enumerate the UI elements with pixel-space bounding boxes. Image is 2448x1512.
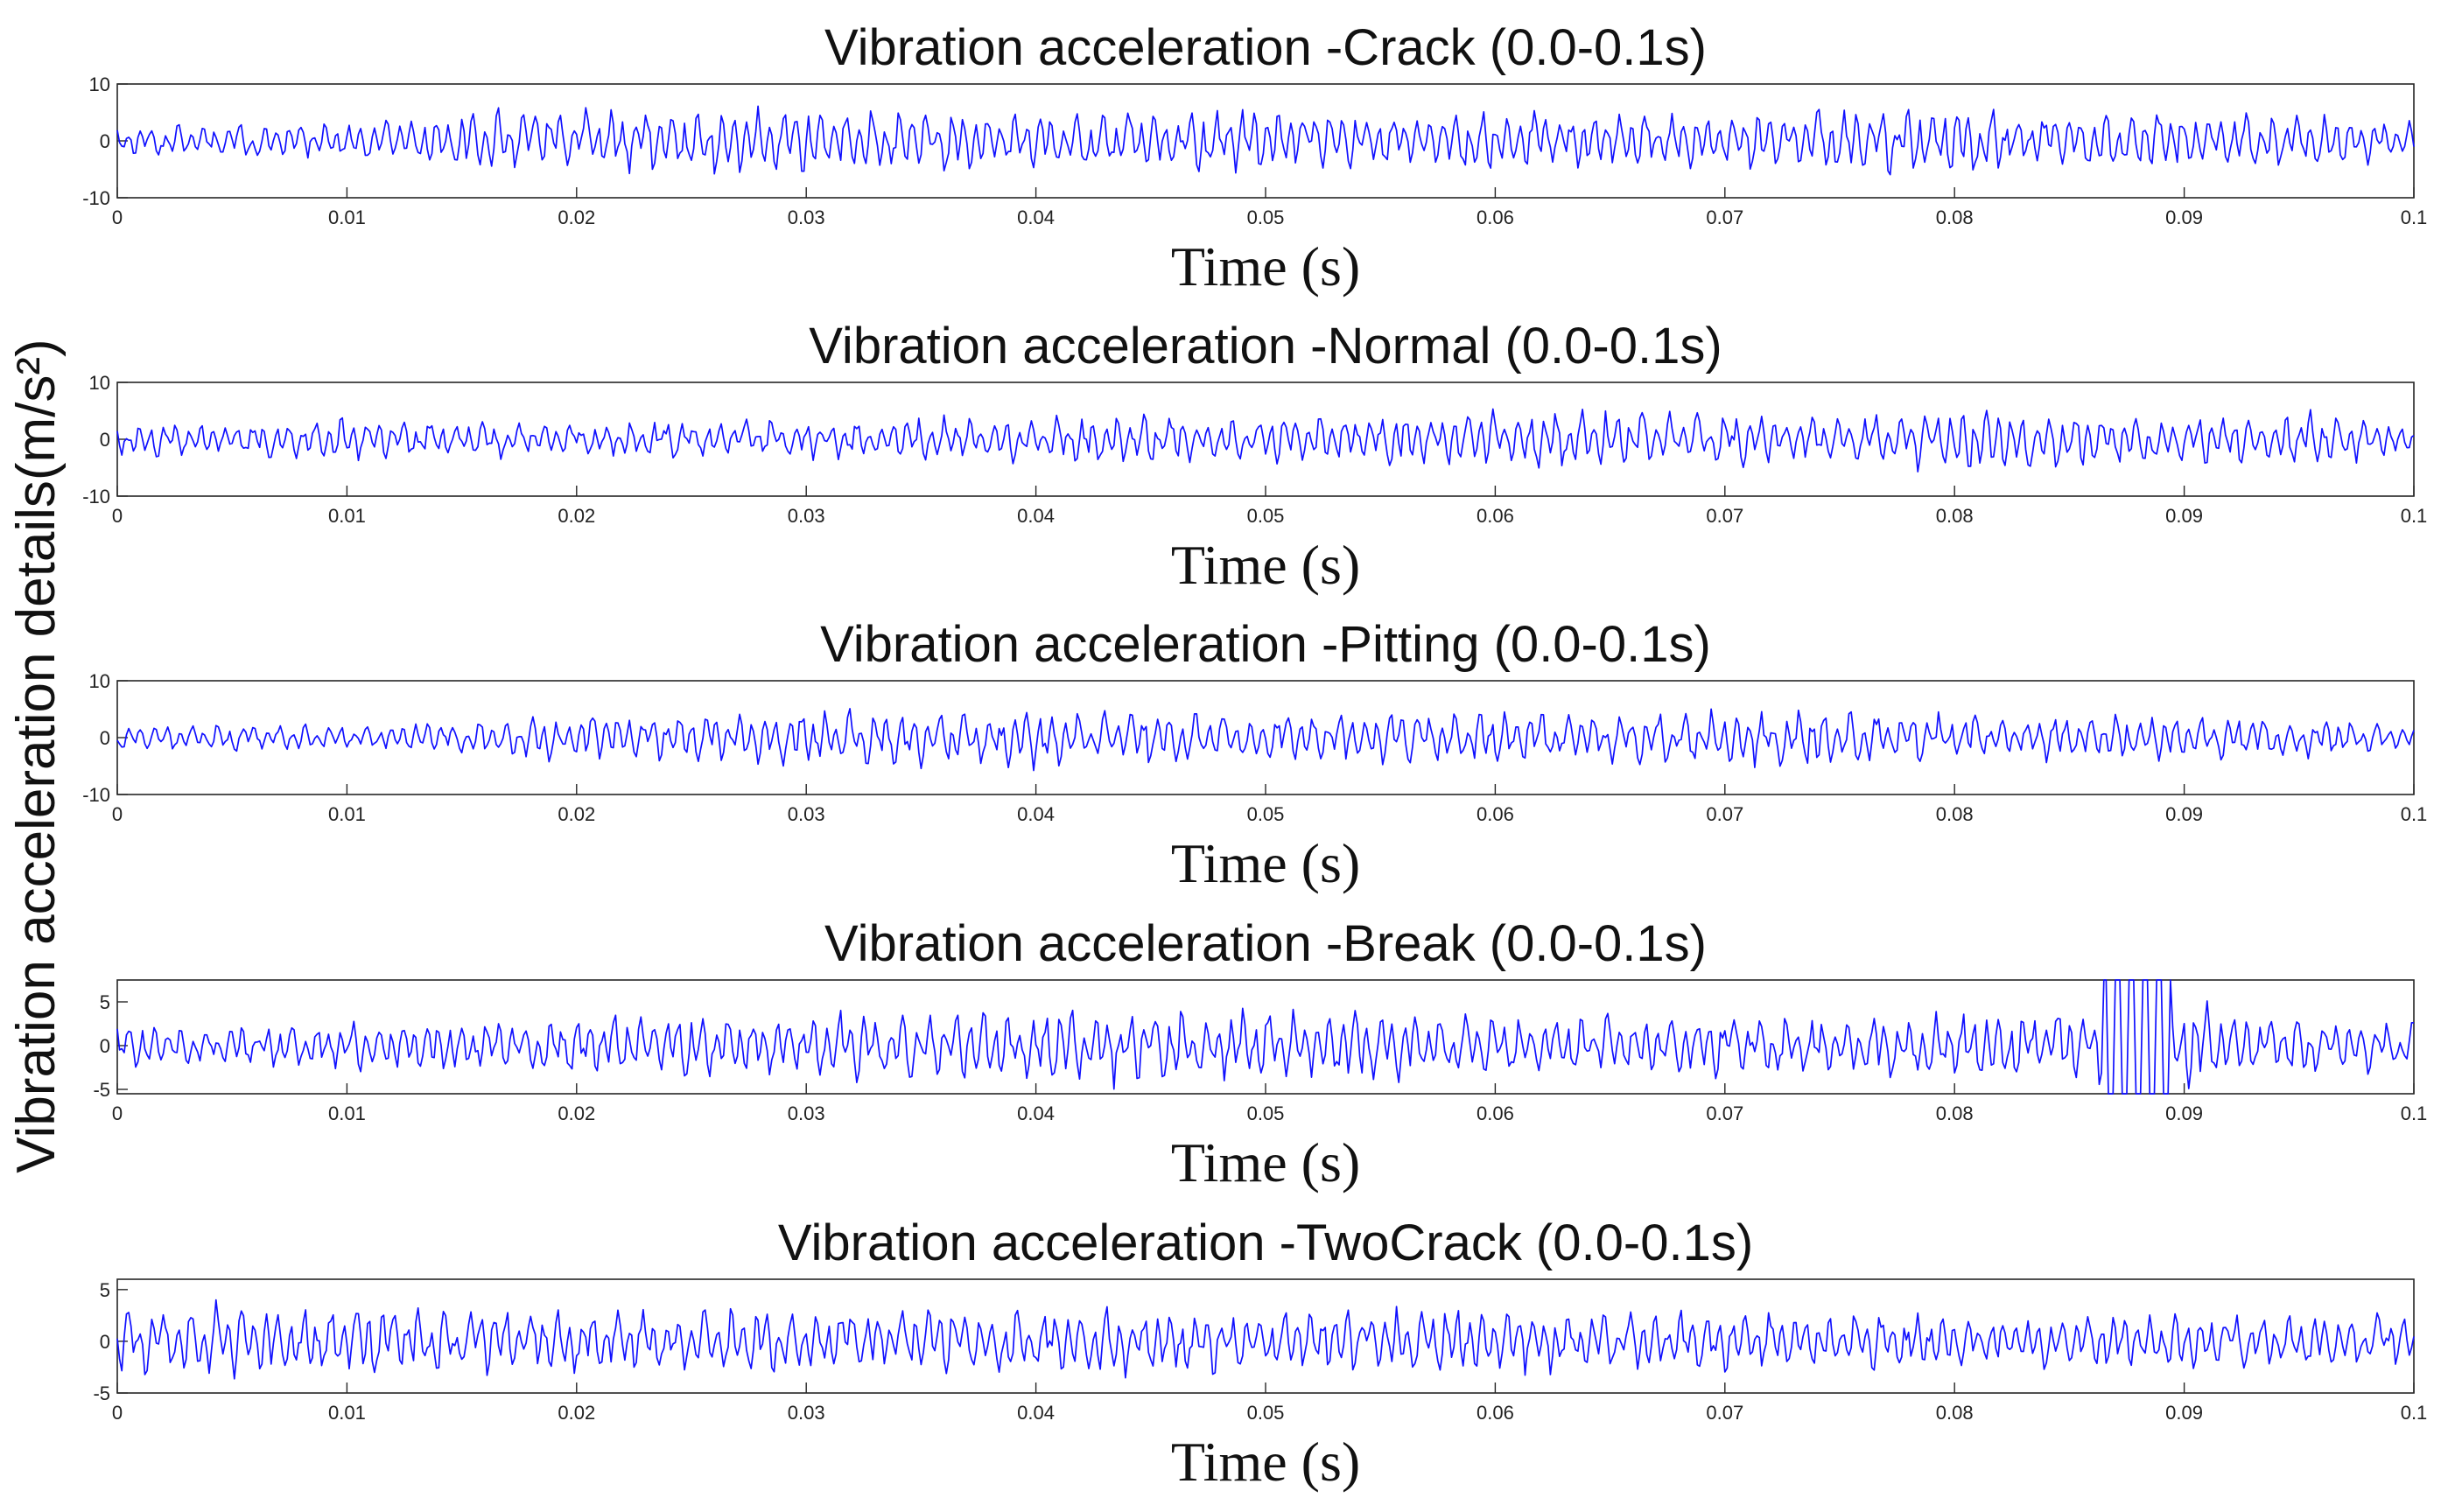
- x-tick-label: 0.03: [788, 206, 825, 228]
- x-tick-label: 0.02: [558, 206, 595, 228]
- y-tick-label: 5: [100, 991, 110, 1013]
- x-tick-label: 0.02: [558, 505, 595, 527]
- x-tick-label: 0.08: [1936, 1102, 1974, 1124]
- y-tick-label: 10: [89, 74, 110, 95]
- x-tick-label: 0.03: [788, 803, 825, 825]
- series-line-break: [116, 979, 2415, 1095]
- y-tick-label: 0: [100, 1035, 110, 1057]
- panels-group: Vibration acceleration -Crack (0.0-0.1s)…: [82, 19, 2427, 1493]
- x-tick-label: 0.08: [1936, 1402, 1974, 1424]
- x-tick-label: 0: [112, 803, 123, 825]
- x-tick-label: 0.09: [2165, 803, 2203, 825]
- x-tick-label: 0.04: [1017, 1102, 1055, 1124]
- y-tick-label: 10: [89, 372, 110, 394]
- x-tick-label: 0.05: [1247, 803, 1285, 825]
- x-tick-label: 0: [112, 1102, 123, 1124]
- x-axis-label: Time (s): [1171, 534, 1360, 596]
- x-axis-label: Time (s): [1171, 1131, 1360, 1194]
- y-tick-label: -10: [82, 784, 110, 806]
- x-tick-label: 0: [112, 505, 123, 527]
- plot-area: [116, 1278, 2415, 1394]
- x-tick-label: 0.03: [788, 505, 825, 527]
- series-line-pitting: [116, 708, 2415, 772]
- x-tick-label: 0.03: [788, 1402, 825, 1424]
- chart-panel-2: Vibration acceleration -Pitting (0.0-0.1…: [82, 616, 2427, 894]
- x-axis-label: Time (s): [1171, 235, 1360, 298]
- x-tick-label: 0.09: [2165, 1402, 2203, 1424]
- x-axis-label: Time (s): [1171, 1431, 1360, 1493]
- x-tick-label: 0.1: [2401, 1102, 2428, 1124]
- x-tick-label: 0.06: [1477, 206, 1514, 228]
- y-tick-label: -10: [82, 187, 110, 209]
- x-tick-label: 0.02: [558, 803, 595, 825]
- x-tick-label: 0.06: [1477, 1402, 1514, 1424]
- x-tick-label: 0.06: [1477, 505, 1514, 527]
- x-tick-label: 0: [112, 1402, 123, 1424]
- chart-panel-3: Vibration acceleration -Break (0.0-0.1s)…: [93, 915, 2427, 1194]
- x-tick-label: 0.1: [2401, 803, 2428, 825]
- x-tick-label: 0.08: [1936, 206, 1974, 228]
- series-line-crack: [116, 105, 2415, 176]
- x-tick-label: 0.04: [1017, 505, 1055, 527]
- panel-title: Vibration acceleration -Crack (0.0-0.1s): [824, 19, 1707, 76]
- y-axis-label: Vibration acceleration details(m/s²): [6, 339, 67, 1172]
- x-tick-label: 0.06: [1477, 803, 1514, 825]
- x-tick-label: 0.01: [328, 206, 366, 228]
- x-tick-label: 0.07: [1706, 803, 1743, 825]
- x-tick-label: 0.07: [1706, 1402, 1743, 1424]
- x-tick-label: 0.1: [2401, 206, 2428, 228]
- chart-panel-0: Vibration acceleration -Crack (0.0-0.1s)…: [82, 19, 2427, 298]
- y-tick-label: 0: [100, 727, 110, 749]
- x-axis-label: Time (s): [1171, 832, 1360, 894]
- x-tick-label: 0.04: [1017, 1402, 1055, 1424]
- y-tick-label: -5: [93, 1079, 110, 1101]
- x-tick-label: 0.05: [1247, 1102, 1285, 1124]
- y-tick-label: -10: [82, 486, 110, 508]
- series-line-normal: [116, 408, 2415, 472]
- x-tick-label: 0.01: [328, 803, 366, 825]
- x-tick-label: 0.07: [1706, 1102, 1743, 1124]
- x-tick-label: 0: [112, 206, 123, 228]
- x-tick-label: 0.01: [328, 505, 366, 527]
- x-tick-label: 0.08: [1936, 505, 1974, 527]
- x-tick-label: 0.08: [1936, 803, 1974, 825]
- x-tick-label: 0.06: [1477, 1102, 1514, 1124]
- series-line-twocrack: [116, 1298, 2415, 1380]
- x-tick-label: 0.09: [2165, 1102, 2203, 1124]
- y-tick-label: 5: [100, 1279, 110, 1301]
- y-tick-label: 10: [89, 670, 110, 692]
- x-tick-label: 0.07: [1706, 206, 1743, 228]
- plot-area: [116, 83, 2415, 199]
- y-tick-label: 0: [100, 130, 110, 152]
- x-tick-label: 0.05: [1247, 206, 1285, 228]
- panel-title: Vibration acceleration -Normal (0.0-0.1s…: [809, 318, 1722, 374]
- panel-title: Vibration acceleration -Pitting (0.0-0.1…: [820, 616, 1711, 673]
- x-tick-label: 0.05: [1247, 1402, 1285, 1424]
- x-tick-label: 0.01: [328, 1102, 366, 1124]
- x-tick-label: 0.03: [788, 1102, 825, 1124]
- x-tick-label: 0.05: [1247, 505, 1285, 527]
- x-tick-label: 0.07: [1706, 505, 1743, 527]
- x-tick-label: 0.01: [328, 1402, 366, 1424]
- x-tick-label: 0.02: [558, 1402, 595, 1424]
- panel-title: Vibration acceleration -TwoCrack (0.0-0.…: [778, 1214, 1753, 1271]
- chart-panel-1: Vibration acceleration -Normal (0.0-0.1s…: [82, 318, 2427, 596]
- x-tick-label: 0.04: [1017, 803, 1055, 825]
- x-tick-label: 0.09: [2165, 206, 2203, 228]
- x-tick-label: 0.02: [558, 1102, 595, 1124]
- x-tick-label: 0.04: [1017, 206, 1055, 228]
- y-tick-label: -5: [93, 1382, 110, 1404]
- y-tick-label: 0: [100, 1331, 110, 1353]
- plot-area: [116, 382, 2415, 497]
- y-tick-label: 0: [100, 429, 110, 451]
- chart-panel-4: Vibration acceleration -TwoCrack (0.0-0.…: [93, 1214, 2427, 1493]
- x-tick-label: 0.1: [2401, 1402, 2428, 1424]
- x-tick-label: 0.09: [2165, 505, 2203, 527]
- x-tick-label: 0.1: [2401, 505, 2428, 527]
- panel-title: Vibration acceleration -Break (0.0-0.1s): [824, 915, 1707, 972]
